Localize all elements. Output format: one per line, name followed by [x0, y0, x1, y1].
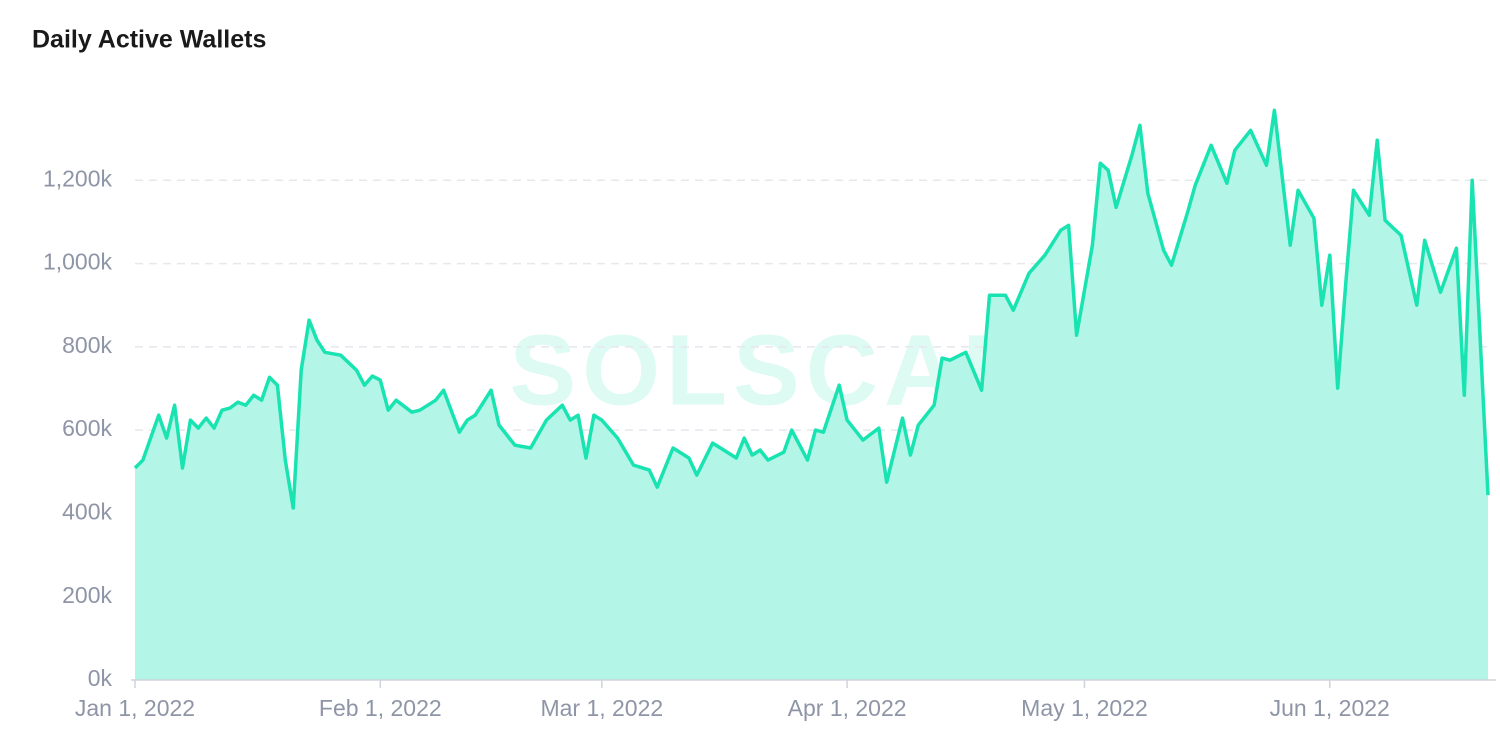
- area: [135, 110, 1488, 681]
- y-tick-label: 800k: [62, 332, 112, 358]
- x-tick-label: Jun 1, 2022: [1270, 695, 1390, 721]
- y-tick-label: 600k: [62, 415, 112, 441]
- x-tick-label: Feb 1, 2022: [319, 695, 442, 721]
- x-tick-label: Jan 1, 2022: [75, 695, 195, 721]
- x-tick-label: Apr 1, 2022: [788, 695, 907, 721]
- y-tick-label: 1,200k: [43, 165, 113, 191]
- y-tick-label: 200k: [62, 582, 112, 608]
- chart-title: Daily Active Wallets: [32, 26, 266, 54]
- y-tick-label: 1,000k: [43, 249, 113, 275]
- x-tick-label: May 1, 2022: [1021, 695, 1148, 721]
- x-tick-label: Mar 1, 2022: [540, 695, 663, 721]
- line: [133, 108, 1490, 510]
- y-tick-label: 400k: [62, 499, 112, 525]
- y-tick-label: 0k: [88, 665, 113, 691]
